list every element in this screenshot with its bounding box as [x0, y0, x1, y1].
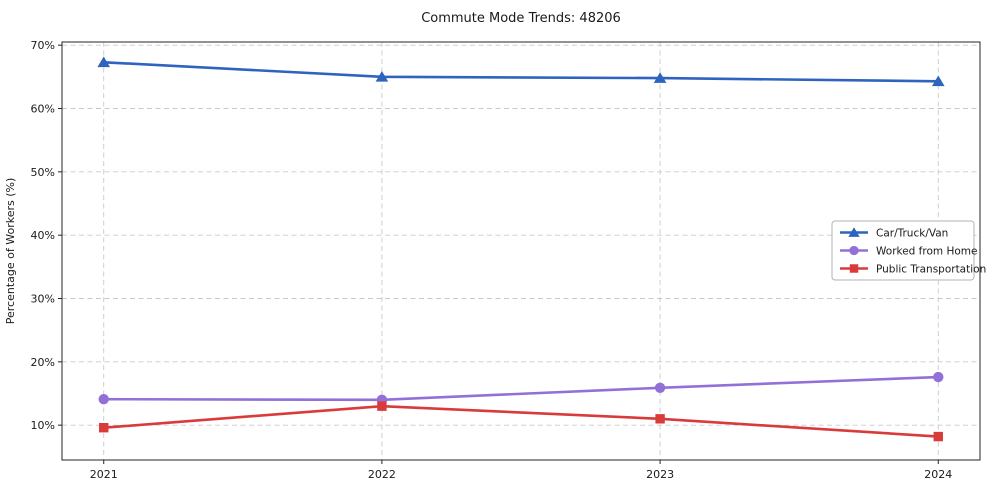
legend-item: Worked from Home	[840, 245, 977, 257]
x-tick-label: 2024	[924, 468, 952, 481]
legend: Car/Truck/Van Worked from Home Public Tran…	[831, 220, 986, 281]
y-tick-label: 20%	[31, 356, 55, 369]
legend-label: Public Transportation	[876, 263, 986, 275]
x-tick-label: 2021	[90, 468, 118, 481]
y-tick-label: 70%	[31, 39, 55, 52]
series-line	[102, 60, 940, 83]
series-line	[102, 404, 940, 438]
chart-title: Commute Mode Trends: 48206	[421, 11, 621, 26]
circle-marker	[933, 371, 944, 383]
plot-frame	[61, 41, 981, 461]
legend-box	[831, 220, 975, 281]
series-lines	[97, 56, 945, 442]
axis-ticks: 10% 20% 30% 40% 50% 60% 70% 2021 2022 2023 2024	[31, 39, 953, 481]
gridlines	[62, 42, 980, 460]
y-tick-label: 50%	[31, 166, 55, 179]
square-marker	[655, 414, 665, 424]
series-worked-from-home	[98, 371, 944, 406]
circle-marker	[98, 394, 109, 405]
square-marker	[849, 264, 859, 273]
triangle-marker	[931, 75, 945, 87]
series-car-truck-van	[97, 56, 945, 87]
square-marker	[99, 423, 109, 433]
triangle-marker	[375, 71, 389, 82]
square-marker	[377, 401, 387, 411]
x-tick-label: 2022	[368, 468, 396, 481]
series-line	[102, 375, 940, 402]
y-axis-label: Percentage of Workers (%)	[4, 178, 17, 325]
x-tick-label: 2023	[646, 468, 674, 481]
circle-marker	[654, 382, 666, 393]
y-tick-label: 40%	[31, 229, 55, 242]
y-tick-label: 30%	[31, 293, 55, 306]
triangle-marker	[97, 56, 111, 68]
legend-item: Public Transportation	[840, 263, 986, 275]
legend-label: Worked from Home	[876, 245, 977, 257]
triangle-marker	[848, 227, 860, 237]
y-tick-label: 10%	[31, 419, 55, 432]
series-public-transportation	[99, 401, 943, 442]
legend-item: Car/Truck/Van	[840, 227, 948, 239]
y-tick-label: 60%	[31, 103, 55, 116]
square-marker	[933, 431, 943, 442]
legend-label: Car/Truck/Van	[876, 227, 948, 239]
triangle-marker	[653, 72, 667, 83]
circle-marker	[849, 245, 859, 256]
